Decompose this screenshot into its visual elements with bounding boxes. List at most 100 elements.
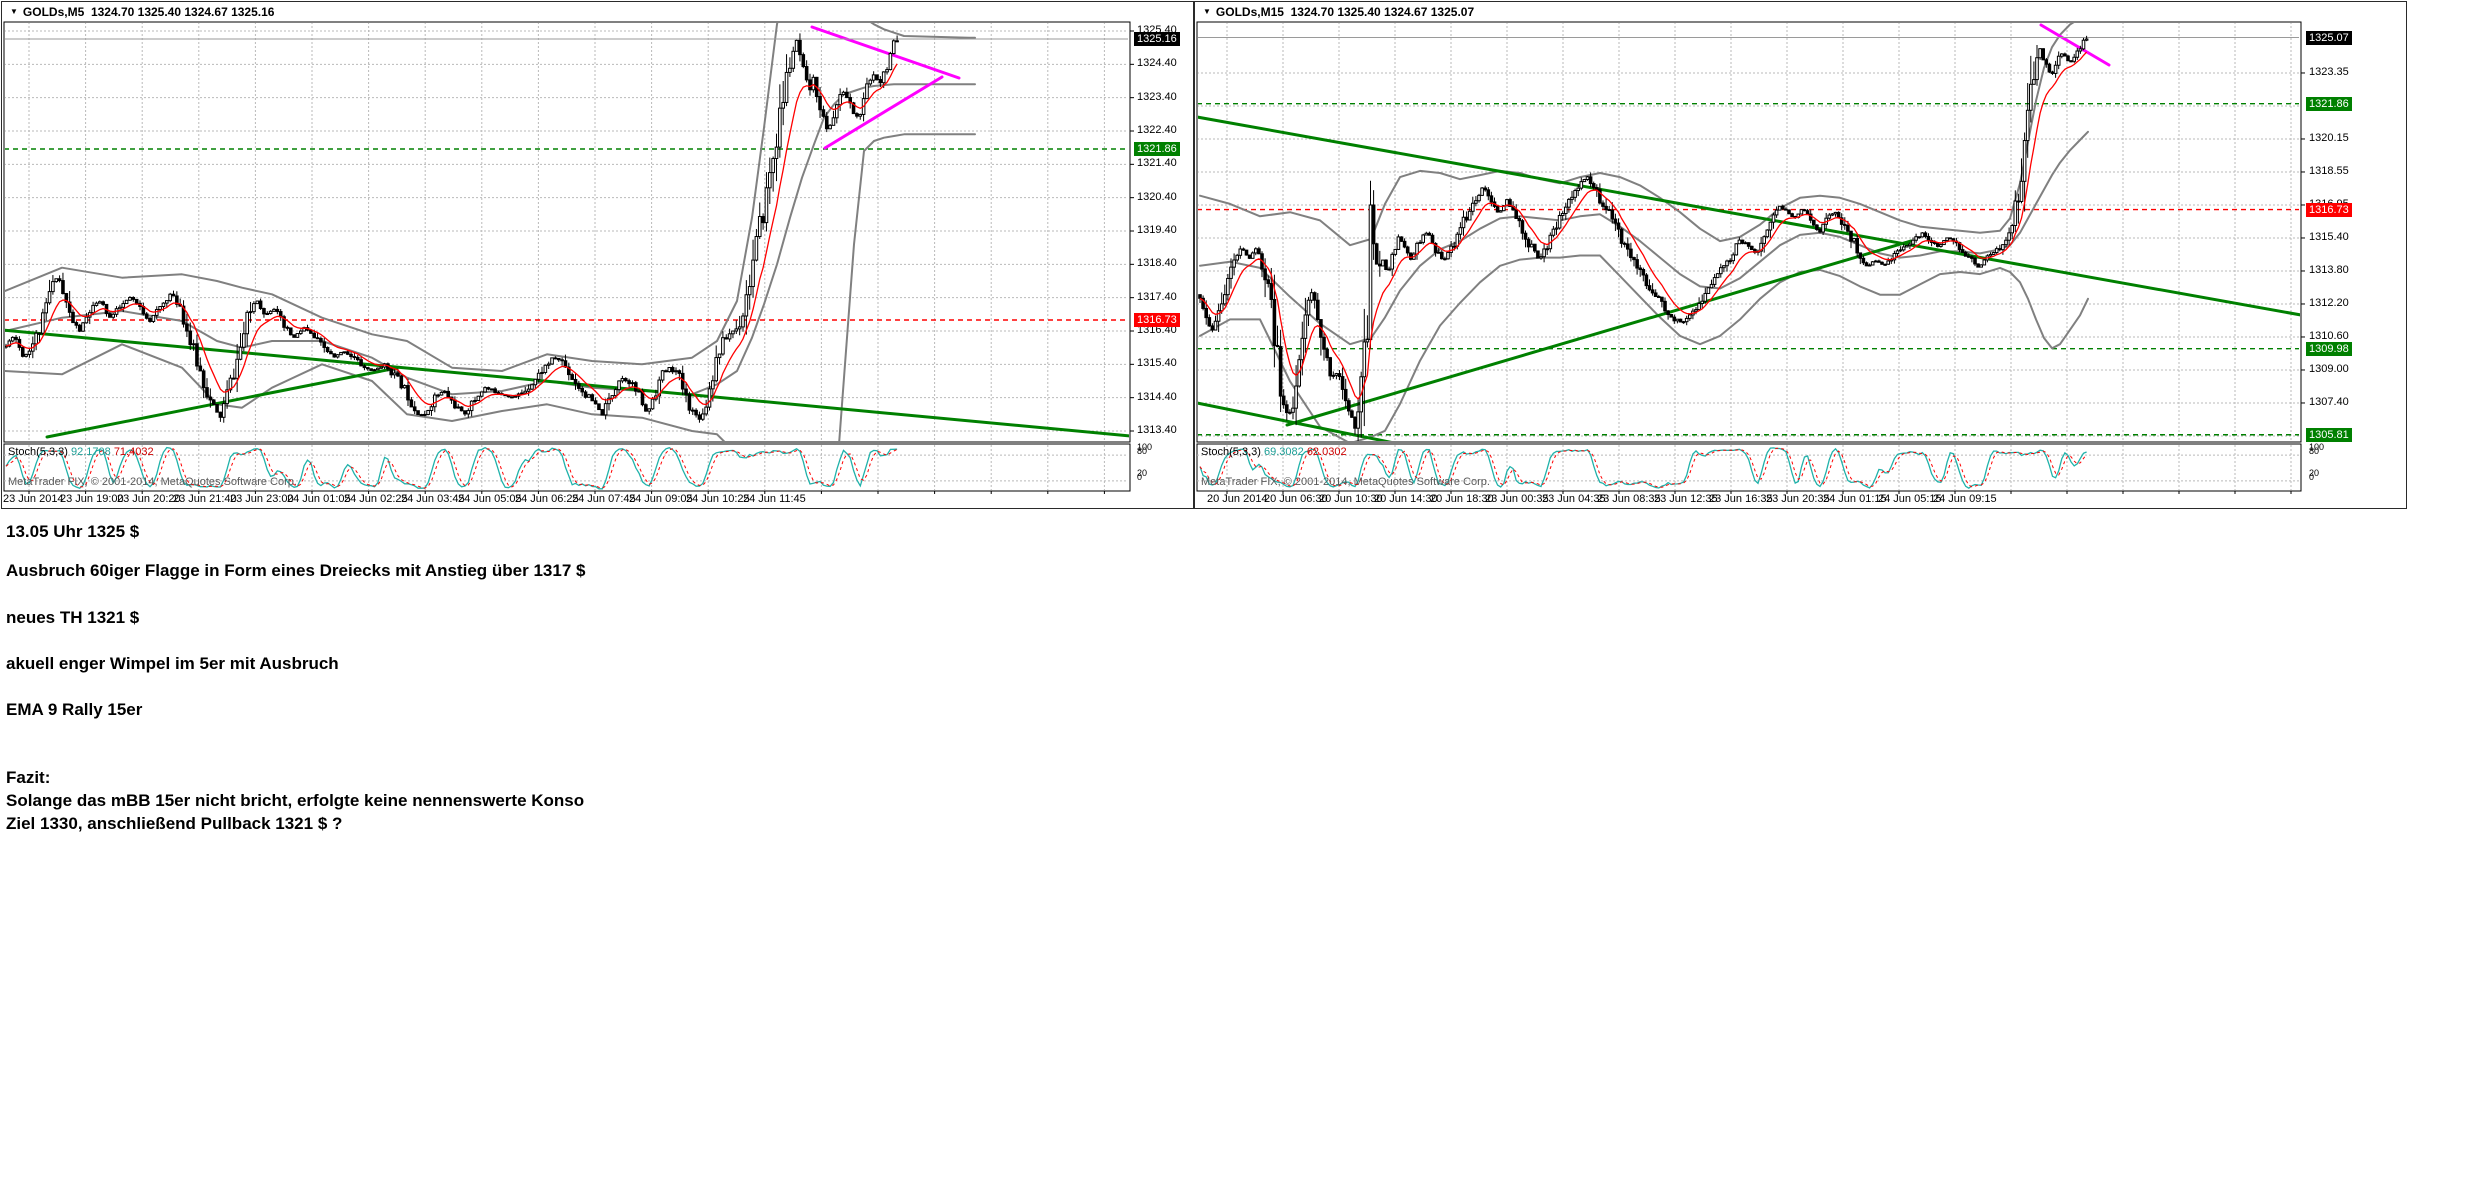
candle-body [1591, 183, 1596, 189]
candle-body [650, 398, 655, 410]
candle-body [1787, 209, 1791, 215]
candle-body [1396, 236, 1401, 250]
candle-body [1979, 264, 1984, 268]
candle-body [268, 310, 273, 315]
pennant-trendline[interactable] [2039, 23, 2111, 67]
candle-body [1557, 214, 1562, 229]
price-scale-label: 1321.40 [1137, 157, 1177, 170]
time-scale-label: 24 Jun 05:15 [1878, 493, 1942, 505]
candle-body [2044, 59, 2049, 65]
candle-body [1278, 346, 1283, 397]
collapse-triangle-icon[interactable]: ▼ [1203, 7, 1211, 16]
candle-body [1650, 289, 1655, 294]
candle-body [1390, 253, 1394, 270]
candle-body [399, 375, 404, 389]
candle-body [1201, 297, 1205, 309]
candle-body [644, 404, 648, 412]
time-scale-label: 23 Jun 20:35 [1766, 493, 1830, 505]
candle-body [1356, 411, 1360, 429]
candle-body [1812, 219, 1816, 226]
candle-body [1669, 314, 1673, 318]
candle-body [1300, 337, 1305, 361]
candle-body [1405, 246, 1410, 254]
candle-body [218, 411, 223, 418]
collapse-triangle-icon[interactable]: ▼ [10, 7, 18, 16]
candle-body [1994, 248, 1999, 254]
candle-body [781, 101, 786, 109]
candle-body [1805, 210, 1810, 215]
candle-body [2025, 109, 2030, 142]
candle-body [51, 281, 55, 293]
candle-body [620, 378, 625, 382]
pennant-trendline[interactable] [810, 25, 961, 80]
chart-window-m5[interactable]: ▼ GOLDs,M5 1324.70 1325.40 1324.67 1325.1… [1, 1, 1194, 509]
chart-window-m15[interactable]: ▼ GOLDs,M15 1324.70 1325.40 1324.67 1325.… [1194, 1, 2407, 509]
m15-chart-canvas[interactable] [1195, 2, 2406, 508]
candle-body [855, 113, 859, 117]
candle-body [593, 400, 598, 405]
pennant-trendline[interactable] [823, 75, 944, 150]
price-scale-label: 1315.40 [2309, 230, 2349, 243]
candle-body [1554, 227, 1559, 230]
candle-body [791, 50, 796, 69]
candle-body [664, 370, 668, 373]
time-scale-label: 24 Jun 06:25 [515, 493, 579, 505]
candle-body [701, 413, 705, 420]
m15-symbol-period: GOLDs,M15 [1215, 5, 1284, 19]
candle-body [439, 391, 444, 396]
candle-body [1309, 292, 1314, 301]
candle-body [1343, 388, 1348, 402]
candle-body [148, 317, 152, 322]
trendline[interactable] [45, 366, 399, 439]
candle-body [402, 385, 407, 389]
candle-body [1973, 257, 1977, 265]
candle-body [1740, 239, 1745, 244]
candle-body [1241, 248, 1246, 251]
candle-body [835, 104, 839, 119]
time-scale-label: 23 Jun 2014 [3, 493, 64, 505]
candle-body [737, 326, 742, 330]
candle-body [1582, 179, 1587, 183]
candle-body [891, 40, 896, 55]
candle-body [1595, 187, 1599, 191]
candle-body [285, 326, 290, 329]
candle-body [1914, 236, 1918, 241]
candle-body [714, 357, 719, 382]
candle-body [1480, 187, 1484, 196]
candle-body [607, 397, 611, 405]
m5-chart-canvas[interactable] [2, 2, 1193, 508]
trendline[interactable] [1197, 401, 1409, 446]
candle-body [1737, 239, 1742, 245]
candle-body [443, 390, 447, 393]
candle-body [1719, 267, 1723, 275]
candle-body [811, 76, 816, 91]
candle-body [841, 91, 846, 96]
candle-body [335, 354, 340, 358]
candle-body [483, 387, 487, 393]
candle-body [352, 356, 357, 359]
candle-body [215, 403, 219, 413]
candle-body [161, 302, 166, 308]
candle-body [1340, 376, 1345, 390]
trendline[interactable] [1285, 239, 1913, 427]
candle-body [232, 377, 236, 380]
candle-body [2066, 55, 2070, 62]
candle-body [694, 409, 698, 416]
candle-body [1585, 176, 1590, 181]
candle-body [1489, 195, 1494, 203]
candle-body [1963, 251, 1968, 257]
candle-body [1288, 411, 1292, 414]
candle-body [851, 102, 856, 115]
candle-body [1672, 316, 1677, 322]
candle-body [513, 395, 517, 398]
candle-body [1722, 265, 1726, 269]
candle-body [1666, 310, 1670, 316]
candle-body [1545, 248, 1549, 251]
trendline[interactable] [1197, 115, 2301, 317]
candle-body [369, 368, 373, 371]
price-scale-label: 1315.40 [1137, 357, 1177, 370]
candle-body [24, 353, 28, 357]
candle-body [1818, 228, 1822, 233]
candle-body [355, 356, 360, 361]
candle-body [1771, 214, 1776, 223]
